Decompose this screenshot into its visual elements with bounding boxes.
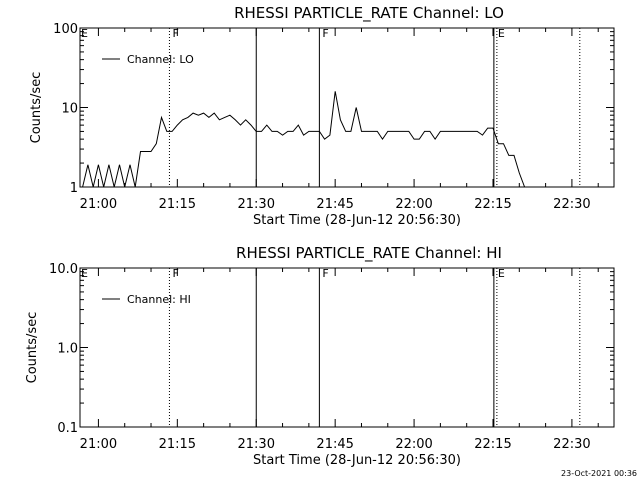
panel1-x-tick-label: 21:15 bbox=[159, 197, 196, 212]
panel2-x-tick-label: 21:45 bbox=[316, 437, 353, 452]
panel2-x-tick-label: 21:00 bbox=[80, 437, 117, 452]
panel1-y-tick-label: 100 bbox=[53, 22, 78, 37]
panel1-corner-label: E bbox=[81, 27, 88, 40]
panel2-x-tick-label: 21:30 bbox=[238, 437, 275, 452]
panel1-event-marker-label: F bbox=[322, 27, 328, 40]
panel1-x-tick-label: 22:15 bbox=[474, 197, 511, 212]
panel2-event-marker-label: F bbox=[322, 267, 328, 280]
panel2-event-marker-label: E bbox=[498, 267, 505, 280]
panel1-x-tick-label: 21:30 bbox=[238, 197, 275, 212]
panel2-x-axis-label: Start Time (28-Jun-12 20:56:30) bbox=[253, 453, 461, 468]
panel1-legend-label: Channel: LO bbox=[127, 53, 194, 66]
panel1-y-axis-label: Counts/sec bbox=[29, 72, 44, 144]
panel2-corner-label: E bbox=[81, 267, 88, 280]
panel2-x-tick-label: 22:15 bbox=[474, 437, 511, 452]
panel1-title: RHESSI PARTICLE_RATE Channel: LO bbox=[234, 4, 504, 23]
panel2-x-tick-label: 22:30 bbox=[553, 437, 590, 452]
panel2-y-axis-label: Counts/sec bbox=[25, 312, 40, 384]
panel2-x-tick-label: 22:00 bbox=[395, 437, 432, 452]
panel1-y-tick-label: 1 bbox=[70, 181, 78, 196]
panel2-y-tick-label: 1.0 bbox=[57, 342, 78, 357]
panel1-plot-frame bbox=[79, 27, 615, 188]
panel2-legend-label: Channel: HI bbox=[127, 293, 191, 306]
panel2-event-marker-label: F bbox=[172, 267, 178, 280]
panel1-y-tick-label: 10 bbox=[61, 102, 78, 117]
panel1-event-marker-label: F bbox=[172, 27, 178, 40]
panel1-x-tick-label: 22:00 bbox=[395, 197, 432, 212]
panel1-event-marker-label: E bbox=[498, 27, 505, 40]
panel1-x-tick-label: 21:00 bbox=[80, 197, 117, 212]
panel1-x-tick-label: 21:45 bbox=[316, 197, 353, 212]
panel2-plot-frame bbox=[79, 267, 615, 428]
panel1-x-tick-label: 22:30 bbox=[553, 197, 590, 212]
panel2-y-tick-label: 0.1 bbox=[57, 421, 78, 436]
panel2-title: RHESSI PARTICLE_RATE Channel: HI bbox=[236, 244, 502, 263]
panel1-series-line-channel-lo bbox=[82, 91, 526, 187]
panel2-y-tick-label: 10.0 bbox=[49, 262, 78, 277]
panel1-x-axis-label: Start Time (28-Jun-12 20:56:30) bbox=[253, 213, 461, 228]
panel2-x-tick-label: 21:15 bbox=[159, 437, 196, 452]
